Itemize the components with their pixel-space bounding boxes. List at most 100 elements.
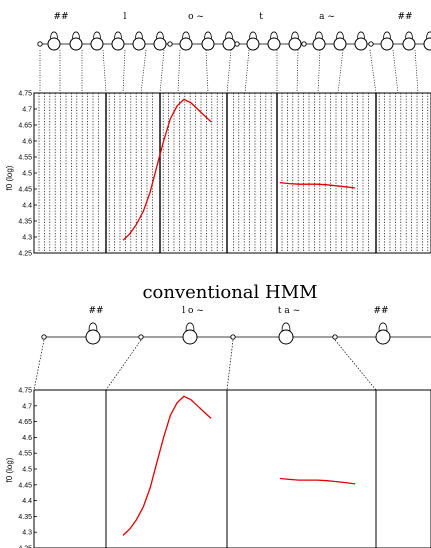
top-hmm-state: [47, 31, 61, 51]
self-loop-arc: [405, 31, 413, 39]
state-circle: [278, 329, 294, 345]
bottom-f0-curve-ta: [279, 477, 356, 485]
y-tick-label: 4.3: [22, 235, 32, 242]
bottom-hmm-state-chain: [41, 322, 431, 345]
state-circle: [354, 37, 368, 51]
top-phone-label: a ~: [319, 12, 335, 22]
bottom-alignment-line: [33, 339, 45, 391]
self-loop-arc: [88, 322, 98, 332]
top-hmm-state: [111, 31, 125, 51]
self-loop-arc: [185, 322, 195, 332]
self-loop-arc: [249, 31, 257, 39]
top-alignment-line: [177, 49, 181, 94]
state-circle: [111, 37, 125, 51]
top-connector-node: [368, 41, 374, 47]
y-tick-label: 4.5: [22, 171, 32, 178]
self-loop-arc: [135, 31, 143, 39]
top-alignment-lines: [39, 49, 419, 94]
state-circle: [47, 37, 61, 51]
y-tick-label: 4.75: [18, 91, 32, 98]
y-tick-label: 4.7: [22, 403, 32, 410]
self-loop-arc: [50, 31, 58, 39]
bottom-diagram: ## l o ~ t a ~ ## 4.754.74.654.64.554.54…: [5, 306, 431, 548]
top-frame-lines: [38, 93, 429, 253]
top-alignment-line: [296, 49, 299, 94]
top-phone-label: ##: [397, 12, 412, 22]
top-entry-node: [37, 41, 43, 47]
y-tick-label: 4.4: [22, 203, 32, 210]
bottom-connector-node: [230, 334, 236, 340]
self-loop-arc: [270, 31, 278, 39]
state-circle: [179, 37, 193, 51]
top-alignment-line: [122, 49, 126, 94]
self-loop-arc: [204, 31, 212, 39]
bottom-alignment-line: [105, 339, 142, 391]
self-loop-arc: [93, 31, 101, 39]
state-circle: [380, 37, 394, 51]
bottom-connector-node: [332, 334, 338, 340]
y-tick-label: 4.25: [18, 251, 32, 258]
state-circle: [132, 37, 146, 51]
state-circle: [312, 37, 326, 51]
top-hmm-state: [402, 31, 416, 51]
self-loop-arc: [378, 322, 388, 332]
self-loop-arc: [72, 31, 80, 39]
state-circle: [85, 329, 101, 345]
state-circle: [246, 37, 260, 51]
y-tick-label: 4.55: [18, 155, 32, 162]
self-loop-arc: [426, 31, 431, 39]
bottom-alignment-lines: [33, 339, 377, 391]
y-tick-label: 4.55: [18, 451, 32, 458]
state-circle: [69, 37, 83, 51]
state-circle: [267, 37, 281, 51]
state-circle: [333, 37, 347, 51]
y-tick-label: 4.6: [22, 435, 32, 442]
top-hmm-state: [246, 31, 260, 51]
caption-conventional-hmm: conventional HMM: [142, 282, 317, 303]
self-loop-arc: [383, 31, 391, 39]
top-alignment-line: [317, 49, 321, 94]
top-alignment-line: [392, 49, 399, 94]
self-loop-arc: [336, 31, 344, 39]
bottom-phone-labels: ## l o ~ t a ~ ##: [88, 306, 388, 316]
bottom-f0-curve-lo: [122, 395, 212, 536]
state-circle: [222, 37, 236, 51]
state-circle: [375, 329, 391, 345]
top-f0-curve-lo: [122, 98, 212, 241]
bottom-plot-frame: [33, 389, 431, 548]
bottom-connector-node: [138, 334, 144, 340]
top-hmm-state: [153, 31, 167, 51]
top-hmm-state: [423, 31, 431, 51]
self-loop-arc: [182, 31, 190, 39]
top-alignment-line: [102, 49, 107, 94]
bottom-plot: 4.754.74.654.64.554.54.454.44.354.34.25 …: [5, 388, 431, 548]
self-loop-arc: [156, 31, 164, 39]
bottom-y-axis-ticks: 4.75 4.7 4.65 4.6 4.55 4.5 4.45 4.4 4.35 4.3 4.25: [18, 388, 37, 548]
y-tick-label: 4.5: [22, 467, 32, 474]
top-connector-node: [301, 41, 307, 47]
top-hmm-state: [333, 31, 347, 51]
state-circle: [182, 329, 198, 345]
top-connector-node: [167, 41, 173, 47]
y-tick-label: 4.45: [18, 187, 32, 194]
bottom-phone-label: ##: [373, 306, 388, 316]
top-alignment-line: [140, 49, 147, 94]
bottom-alignment-line: [334, 339, 377, 391]
self-loop-arc: [291, 31, 299, 39]
top-hmm-state: [179, 31, 193, 51]
bottom-phone-label: t a ~: [278, 306, 300, 316]
top-hmm-state: [132, 31, 146, 51]
top-hmm-state: [354, 31, 368, 51]
self-loop-arc: [281, 322, 291, 332]
y-tick-label: 4.35: [18, 219, 32, 226]
bottom-hmm-state: [375, 322, 391, 345]
y-tick-label: 4.25: [18, 546, 32, 548]
top-hmm-state: [90, 31, 104, 51]
bottom-phone-label: l o ~: [182, 306, 204, 316]
y-tick-label: 4.4: [22, 498, 32, 505]
bottom-hmm-state: [85, 322, 101, 345]
y-tick-label: 4.3: [22, 530, 32, 537]
top-phone-label: t: [259, 12, 263, 22]
state-circle: [90, 37, 104, 51]
